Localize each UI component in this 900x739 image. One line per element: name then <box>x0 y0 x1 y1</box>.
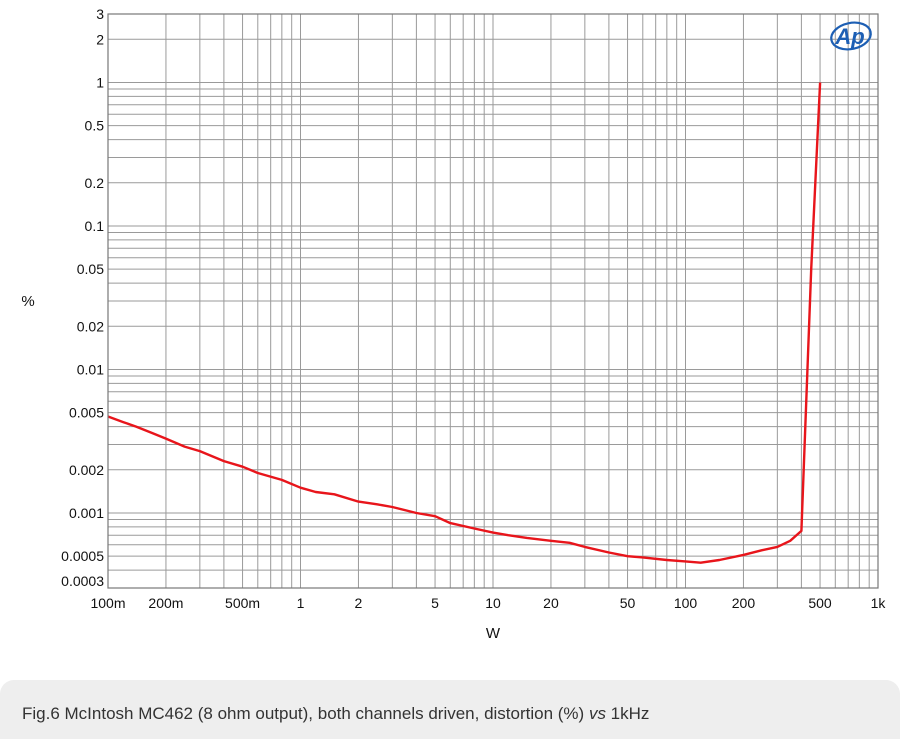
y-tick-label: 0.01 <box>77 361 104 377</box>
x-tick-label: 200m <box>148 595 183 611</box>
x-tick-label: 50 <box>620 595 636 611</box>
x-tick-label: 1 <box>297 595 305 611</box>
x-tick-label: 2 <box>355 595 363 611</box>
ap-logo-text: Ap <box>834 24 864 49</box>
x-tick-label: 20 <box>543 595 559 611</box>
y-tick-label: 2 <box>96 31 104 47</box>
y-tick-label: 3 <box>96 6 104 22</box>
y-tick-label: 0.0005 <box>61 548 104 564</box>
series-line <box>107 82 822 564</box>
y-tick-label: 0.1 <box>85 218 105 234</box>
x-tick-label: 500m <box>225 595 260 611</box>
plot-frame <box>107 13 879 589</box>
figure-caption: Fig.6 McIntosh MC462 (8 ohm output), bot… <box>22 704 649 723</box>
distortion-chart: 3 2 1 0.5 0.2 0.1 0.05 0.02 0.01 0.005 0.002 0.001 0… <box>21 6 886 642</box>
y-tick-label: 1 <box>96 74 104 90</box>
y-axis-label: % <box>21 293 34 310</box>
y-tick-label: 0.0003 <box>61 573 104 589</box>
caption-box: Fig.6 McIntosh MC462 (8 ohm output), bot… <box>0 680 900 739</box>
x-tick-labels: 100m 200m 500m 1 2 5 10 20 50 100 200 500 1k <box>90 595 886 611</box>
x-axis-label: W <box>486 625 501 642</box>
x-tick-label: 100m <box>90 595 125 611</box>
x-tick-label: 200 <box>732 595 756 611</box>
ap-logo-icon: Ap <box>830 21 872 51</box>
y-tick-label: 0.005 <box>69 405 104 421</box>
y-tick-label: 0.001 <box>69 505 104 521</box>
y-tick-label: 0.2 <box>85 175 105 191</box>
series-group <box>107 82 822 564</box>
x-tick-label: 100 <box>674 595 698 611</box>
y-tick-label: 0.05 <box>77 261 104 277</box>
y-tick-labels: 3 2 1 0.5 0.2 0.1 0.05 0.02 0.01 0.005 0.002 0.001 0… <box>61 6 104 589</box>
y-tick-label: 0.5 <box>85 118 105 134</box>
x-tick-label: 1k <box>871 595 887 611</box>
y-tick-label: 0.02 <box>77 318 104 334</box>
x-tick-label: 5 <box>431 595 439 611</box>
x-tick-label: 500 <box>808 595 832 611</box>
caption-prefix: Fig.6 McIntosh MC462 (8 ohm output), bot… <box>22 704 589 723</box>
y-tick-label: 0.002 <box>69 462 104 478</box>
caption-italic: vs <box>588 704 606 723</box>
caption-suffix: 1kHz <box>605 704 650 723</box>
x-tick-label: 10 <box>485 595 501 611</box>
